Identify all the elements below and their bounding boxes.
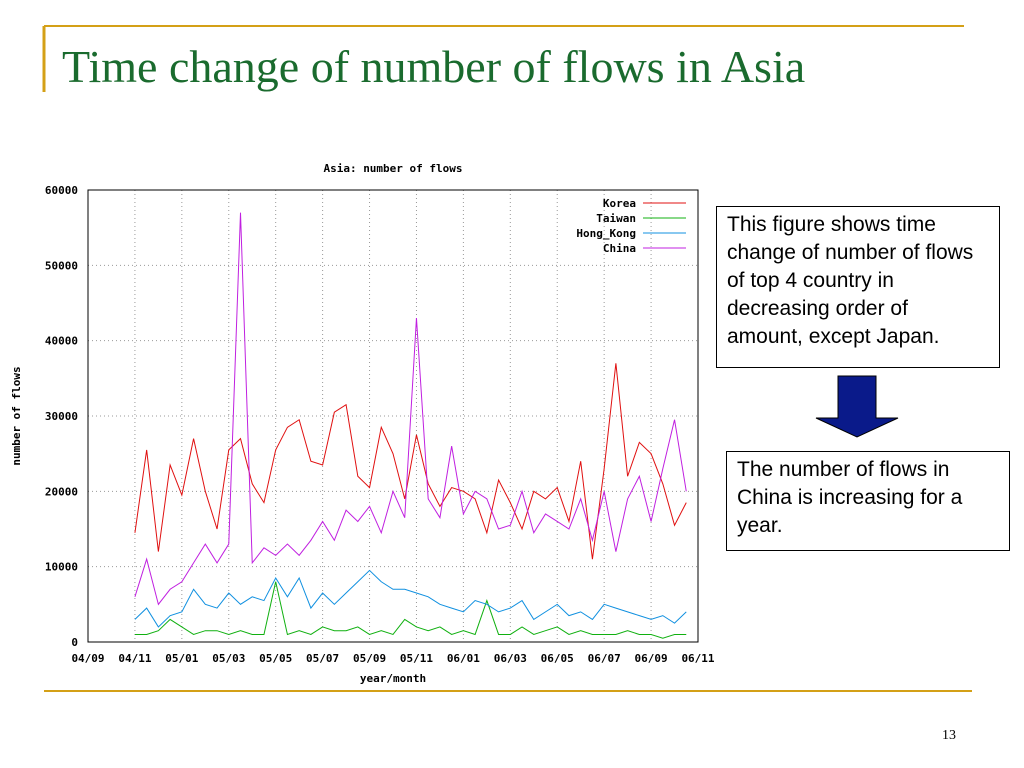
line (134, 569, 687, 628)
chart-title: Asia: number of flows (323, 162, 462, 175)
x-tick-label: 05/05 (259, 652, 292, 665)
line (134, 363, 687, 560)
legend-label: Korea (603, 197, 636, 210)
x-tick-label: 05/01 (165, 652, 198, 665)
x-tick-label: 05/11 (400, 652, 433, 665)
page-number: 13 (942, 728, 956, 743)
x-tick-label: 05/03 (212, 652, 245, 665)
legend-label: Hong_Kong (576, 227, 636, 240)
x-tick-label: 05/09 (353, 652, 386, 665)
x-tick-label: 04/09 (71, 652, 104, 665)
x-tick-label: 04/11 (118, 652, 151, 665)
legend-label: China (603, 242, 636, 255)
x-axis-label: year/month (360, 672, 426, 685)
line (134, 581, 687, 639)
chart: Asia: number of flows year/month number of… (10, 162, 715, 685)
x-tick-label: 06/11 (681, 652, 714, 665)
y-tick-label: 10000 (45, 561, 78, 574)
x-tick-label: 06/05 (541, 652, 574, 665)
y-tick-label: 0 (71, 636, 78, 649)
note: This figure shows time change of number … (716, 206, 1000, 368)
y-tick-label: 50000 (45, 259, 78, 272)
legend-label: Taiwan (596, 212, 636, 225)
slide-title: Time change of number of flows in Asia (62, 41, 806, 92)
x-tick-label: 06/07 (588, 652, 621, 665)
y-axis-label: number of flows (10, 366, 23, 465)
y-tick-label: 30000 (45, 410, 78, 423)
line (134, 212, 687, 606)
x-tick-label: 05/07 (306, 652, 339, 665)
x-tick-label: 06/09 (635, 652, 668, 665)
x-tick-label: 06/01 (447, 652, 480, 665)
plot-frame (87, 189, 699, 643)
arrow (815, 375, 899, 438)
y-tick-label: 20000 (45, 485, 78, 498)
y-tick-label: 60000 (45, 184, 78, 197)
y-tick-label: 40000 (45, 335, 78, 348)
x-tick-label: 06/03 (494, 652, 527, 665)
note: The number of flows in China is increasi… (726, 451, 1010, 551)
